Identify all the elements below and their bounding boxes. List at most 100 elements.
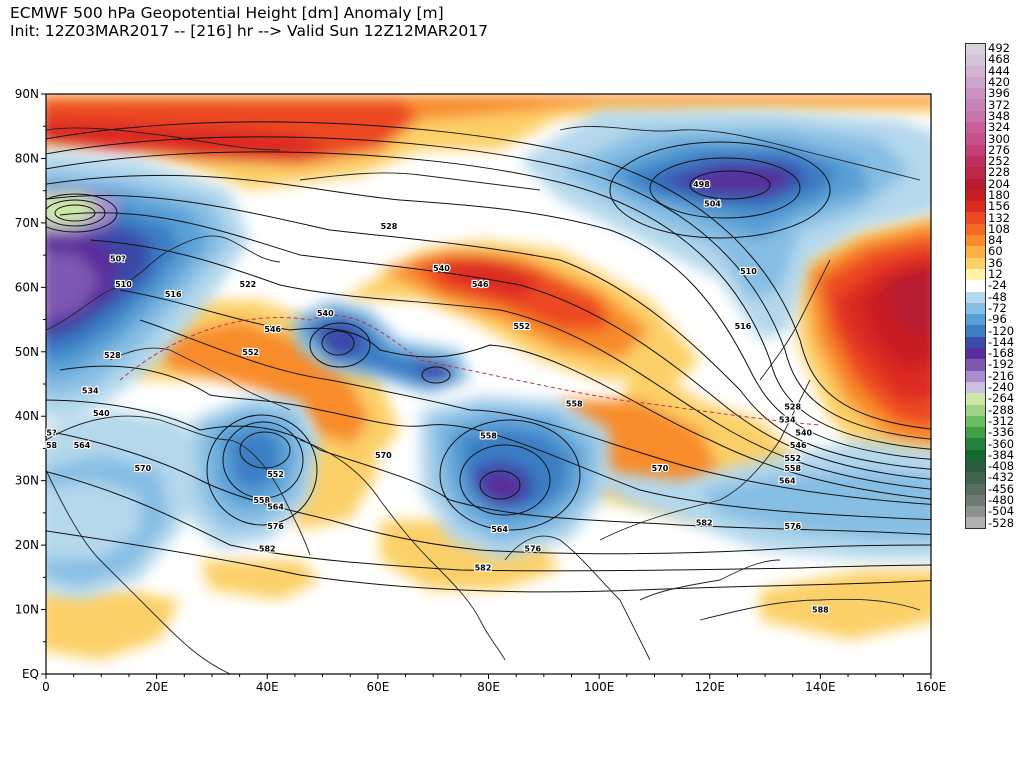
legend-swatch (965, 325, 986, 337)
legend-entry: -504 (965, 506, 1017, 518)
contour-label: 546 (264, 325, 281, 334)
contour-label: 498 (693, 180, 710, 189)
legend-label: -24 (988, 278, 1007, 293)
contour-label: 540 (93, 409, 110, 418)
legend-label: 84 (988, 233, 1003, 248)
chart-title-line2: Init: 12Z03MAR2017 -- [216] hr --> Valid… (10, 22, 489, 40)
legend-entry: -360 (965, 436, 1017, 451)
legend-entry: -288 (965, 402, 1017, 417)
legend-label: 348 (988, 108, 1010, 123)
legend-swatch (965, 178, 986, 190)
geopotential-anomaly-map: 90N 80N 70N 60N 50N 40N 30N 20N 10N EQ 0 20E 40E 60E… (15, 87, 947, 694)
legend-label: -96 (988, 312, 1007, 327)
legend-label: 396 (988, 86, 1010, 101)
lon-label: 140E (805, 680, 836, 694)
lon-label: 40E (256, 680, 279, 694)
legend-entry: 108 (965, 221, 1017, 236)
legend-swatch (965, 99, 986, 111)
legend-swatch (965, 257, 986, 269)
legend-swatch (965, 506, 986, 518)
chart-title-line1: ECMWF 500 hPa Geopotential Height [dm] A… (10, 4, 444, 22)
legend-swatch (965, 427, 986, 439)
lon-label: 60E (366, 680, 389, 694)
legend-label: -432 (988, 470, 1015, 485)
legend-entry: 228 (965, 167, 1017, 179)
contour-label: 558 (480, 432, 497, 441)
legend-swatch (965, 280, 986, 292)
legend-swatch (965, 43, 986, 55)
color-legend: 492 468 444 420 396 372 348 324 300 276 252 228 204 1… (965, 41, 1017, 529)
legend-entry: -48 (965, 289, 1017, 304)
contour-label: 564 (267, 502, 284, 511)
legend-swatch (965, 246, 986, 258)
contour-label: 558 (784, 464, 801, 473)
legend-entry: 180 (965, 189, 1017, 202)
legend-swatch (965, 201, 986, 213)
legend-swatch (965, 483, 986, 495)
legend-label: 108 (988, 221, 1010, 236)
lat-label: 30N (15, 474, 39, 488)
legend-swatch (965, 223, 986, 236)
legend-label: -288 (988, 402, 1015, 417)
legend-swatch (965, 370, 986, 382)
legend-entry: -240 (965, 380, 1017, 395)
contour-label: 540 (795, 428, 812, 437)
legend-entry: 252 (965, 155, 1017, 168)
legend-label: 204 (988, 176, 1010, 191)
lat-label: 40N (15, 409, 39, 423)
legend-entry: -456 (965, 483, 1017, 495)
contour-label: 588 (812, 606, 829, 615)
contour-label: 570 (134, 464, 151, 473)
legend-swatch (965, 268, 986, 281)
legend-entry: 444 (965, 65, 1017, 77)
legend-entry: -384 (965, 449, 1017, 461)
legend-label: -168 (988, 346, 1015, 361)
legend-label: 60 (988, 244, 1003, 259)
legend-entry: 156 (965, 201, 1017, 213)
contour-label: 576 (524, 544, 541, 553)
legend-label: -240 (988, 380, 1015, 395)
legend-label: 372 (988, 97, 1010, 112)
legend-entry: 204 (965, 176, 1017, 191)
lat-label: 80N (15, 151, 39, 165)
lat-label: 90N (15, 87, 39, 101)
legend-entry: 84 (965, 233, 1017, 248)
legend-swatch (965, 404, 986, 416)
legend-entry: 396 (965, 86, 1017, 101)
legend-label: -192 (988, 357, 1015, 372)
legend-label: 468 (988, 52, 1010, 67)
legend-label: -336 (988, 425, 1015, 440)
contour-label: 564 (779, 477, 796, 486)
contour-label: 58 (46, 441, 58, 450)
legend-label: -264 (988, 391, 1015, 406)
legend-entry: -216 (965, 370, 1017, 382)
lon-label: 120E (695, 680, 726, 694)
lat-label: EQ (22, 667, 39, 681)
legend-swatch (965, 110, 986, 123)
legend-swatch (965, 472, 986, 484)
legend-label: -360 (988, 436, 1015, 451)
legend-label: -48 (988, 289, 1007, 304)
legend-entry: 300 (965, 131, 1017, 146)
latitude-labels: 90N 80N 70N 60N 50N 40N 30N 20N 10N EQ (15, 87, 39, 681)
legend-swatch (965, 393, 986, 405)
contour-label: 570 (375, 451, 392, 460)
contour-label: 570 (652, 464, 669, 473)
contour-label: 534 (779, 415, 796, 424)
legend-label: 492 (988, 41, 1010, 56)
legend-entry: -312 (965, 415, 1017, 428)
legend-entry: -432 (965, 470, 1017, 485)
legend-label: -72 (988, 300, 1007, 315)
legend-entry: 12 (965, 268, 1017, 281)
longitude-labels: 0 20E 40E 60E 80E 100E 120E 140E 160E (42, 680, 946, 694)
legend-swatch (965, 189, 986, 202)
legend-label: 300 (988, 131, 1010, 146)
legend-entry: 348 (965, 108, 1017, 123)
lon-label: 160E (916, 680, 947, 694)
contour-label: 534 (82, 386, 99, 395)
contour-label: 582 (259, 544, 276, 553)
legend-label: 420 (988, 75, 1010, 90)
legend-swatch (965, 460, 986, 473)
legend-swatch (965, 336, 986, 349)
lon-label: 0 (42, 680, 50, 694)
